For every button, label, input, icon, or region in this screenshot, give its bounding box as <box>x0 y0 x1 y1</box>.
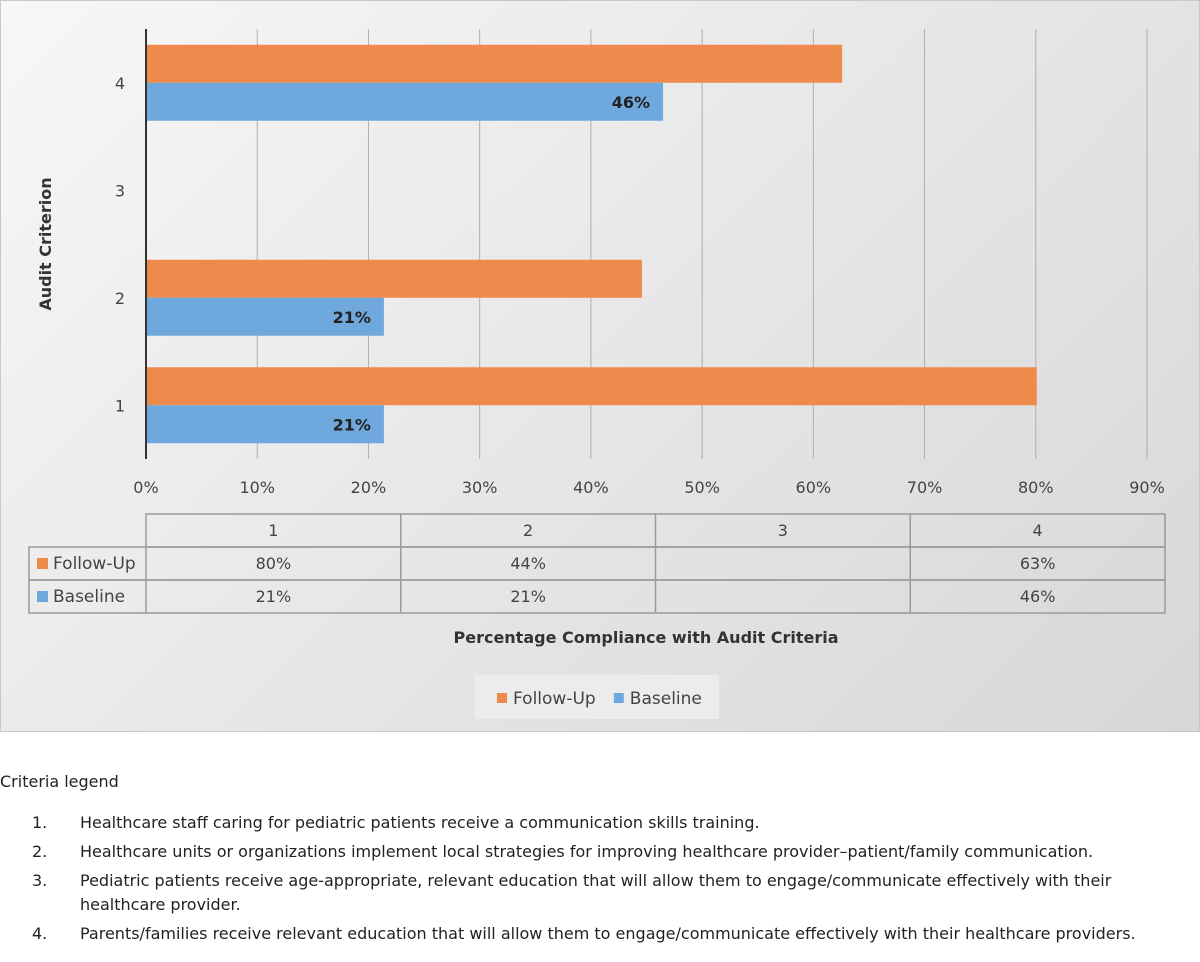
y-tick-label: 3 <box>115 181 125 200</box>
criteria-number: 4. <box>32 924 48 943</box>
x-tick-label: 60% <box>796 478 832 497</box>
table-value-cell: 80% <box>256 554 292 573</box>
table-header-cell: 1 <box>268 521 278 540</box>
table-row <box>28 579 1166 614</box>
criteria-item: 4. Parents/families receive relevant educ… <box>0 922 1200 946</box>
y-tick-label: 2 <box>115 289 125 308</box>
table-row <box>28 546 1166 581</box>
table-header-cell: 3 <box>778 521 788 540</box>
table-value-cell: 21% <box>256 587 292 606</box>
table-series-name: Follow-Up <box>53 554 136 574</box>
table-value-cell: 46% <box>1020 587 1056 606</box>
x-tick-label: 30% <box>462 478 498 497</box>
criteria-item: 1. Healthcare staff caring for pediatric … <box>0 811 1200 835</box>
table-value-cell: 21% <box>510 587 546 606</box>
chart-panel: 0% 10% 20% 30% 40% 50% 60% 70% 80% 90% 1 21% 2 21% 3 4 4… <box>0 0 1200 732</box>
data-label: 46% <box>612 93 650 112</box>
x-tick-label: 80% <box>1018 478 1054 497</box>
x-tick-label: 20% <box>351 478 387 497</box>
table-legend-swatch <box>37 558 48 569</box>
criteria-item: 3. Pediatric patients receive age-appropr… <box>0 869 1200 917</box>
table-header-cell: 4 <box>1033 521 1043 540</box>
table-series-name: Baseline <box>53 587 125 607</box>
criteria-text: Pediatric patients receive age-appropria… <box>80 871 1112 914</box>
criteria-legend: Criteria legend 1. Healthcare staff carin… <box>0 772 1200 951</box>
legend-label: Baseline <box>630 689 702 709</box>
x-tick-label: 50% <box>684 478 720 497</box>
criteria-legend-title: Criteria legend <box>0 772 119 791</box>
table-value-cell: 63% <box>1020 554 1056 573</box>
table-value-cell: 44% <box>510 554 546 573</box>
legend-box <box>475 675 719 719</box>
criteria-number: 3. <box>32 871 48 890</box>
x-tick-label: 70% <box>907 478 943 497</box>
x-tick-label: 0% <box>133 478 158 497</box>
table-header-cell: 2 <box>523 521 533 540</box>
x-tick-label: 40% <box>573 478 609 497</box>
bar-follow-up <box>147 44 843 83</box>
data-label: 21% <box>333 415 371 434</box>
x-axis-title: Percentage Compliance with Audit Criteri… <box>453 628 838 647</box>
x-tick-label: 10% <box>239 478 275 497</box>
compliance-chart: 0% 10% 20% 30% 40% 50% 60% 70% 80% 90%121%221%344… <box>28 29 1166 719</box>
bar-baseline <box>147 405 384 444</box>
y-tick-label: 1 <box>115 396 125 415</box>
bar-baseline <box>147 297 384 336</box>
bar-follow-up <box>147 367 1037 406</box>
bar-baseline <box>147 82 664 121</box>
criteria-text: Healthcare units or organizations implem… <box>80 842 1094 861</box>
x-tick-label: 90% <box>1129 478 1165 497</box>
data-label: 21% <box>333 308 371 327</box>
criteria-number: 2. <box>32 842 48 861</box>
y-tick-label: 4 <box>115 74 125 93</box>
criteria-number: 1. <box>32 813 48 832</box>
criteria-text: Healthcare staff caring for pediatric pa… <box>80 813 760 832</box>
legend-label: Follow-Up <box>513 689 596 709</box>
legend-swatch <box>497 693 507 703</box>
criteria-item: 2. Healthcare units or organizations impl… <box>0 840 1200 864</box>
table-legend-swatch <box>37 591 48 602</box>
criteria-text: Parents/families receive relevant educat… <box>80 924 1136 943</box>
criteria-list: 1. Healthcare staff caring for pediatric … <box>0 811 1200 946</box>
bar-follow-up <box>147 259 642 298</box>
legend-swatch <box>613 693 624 703</box>
y-axis-title: Audit Criterion <box>36 177 55 310</box>
